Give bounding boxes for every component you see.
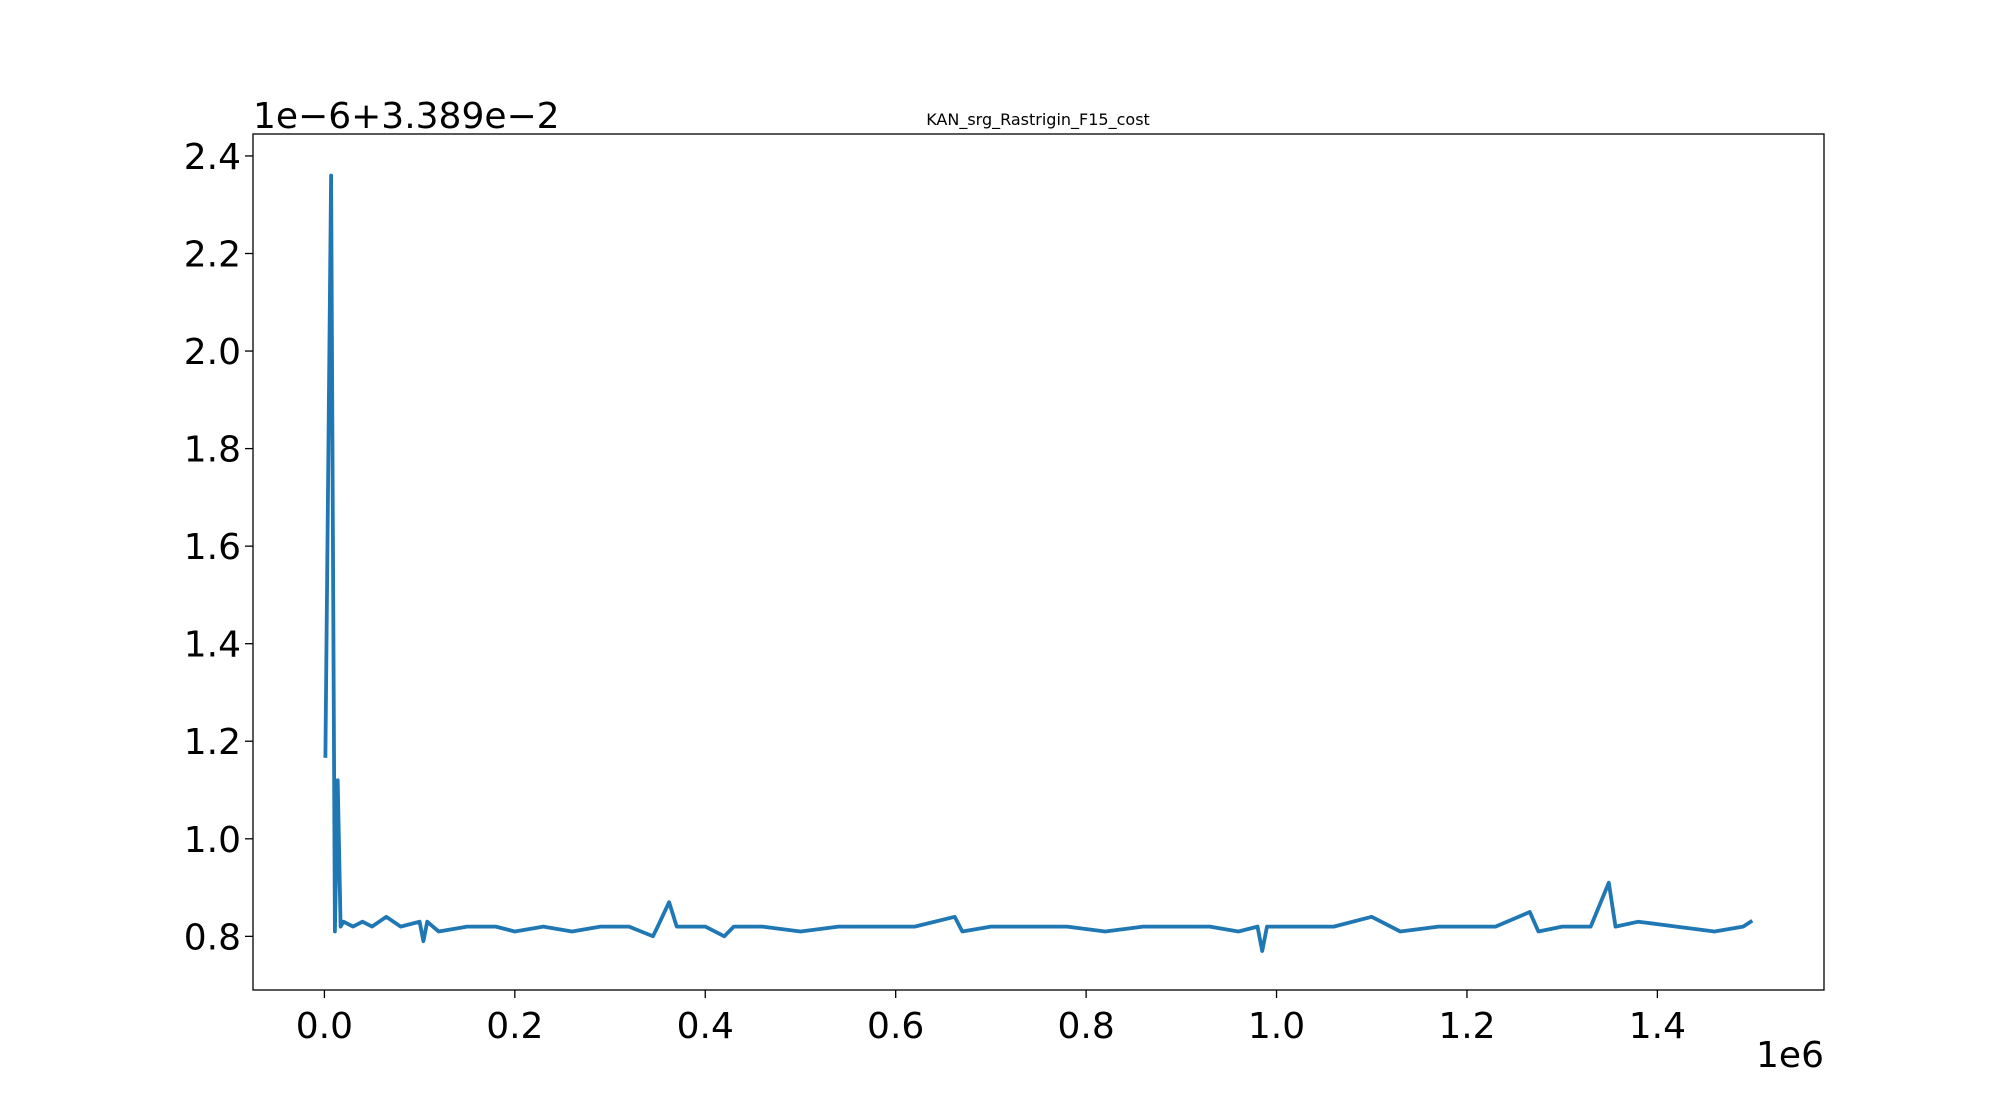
y-tick-label: 1.8 <box>184 430 241 471</box>
x-tick-label: 0.0 <box>296 1006 353 1047</box>
plot-area: 0.0 0.2 0.4 0.6 0.8 1.0 1.2 1.4 0.8 1.0 1.2 1.4 1.6 1… <box>184 133 1825 1047</box>
x-tick-label: 0.2 <box>486 1006 543 1047</box>
chart-title: KAN_srg_Rastrigin_F15_cost <box>926 110 1150 130</box>
x-tick-label: 1.0 <box>1248 1006 1305 1047</box>
x-tick-label: 1.4 <box>1629 1006 1686 1047</box>
x-tick-label: 1.2 <box>1438 1006 1495 1047</box>
y-tick-label: 1.4 <box>184 625 241 666</box>
y-tick-label: 1.6 <box>184 527 241 568</box>
y-axis-offset-label: 1e−6+3.389e−2 <box>253 96 560 137</box>
y-tick-label: 0.8 <box>184 917 241 958</box>
y-tick-label: 2.4 <box>184 137 241 178</box>
y-tick-label: 1.2 <box>184 722 241 763</box>
x-tick-label: 0.6 <box>867 1006 924 1047</box>
y-tick-label: 2.2 <box>184 234 241 275</box>
x-tick-label: 0.4 <box>677 1006 734 1047</box>
y-tick-label: 2.0 <box>184 332 241 373</box>
series-line-0 <box>323 173 1754 953</box>
axes-frame <box>252 133 1825 991</box>
y-tick-label: 1.0 <box>184 820 241 861</box>
x-tick-label: 0.8 <box>1057 1006 1114 1047</box>
x-axis-offset-label: 1e6 <box>1756 1035 1824 1076</box>
